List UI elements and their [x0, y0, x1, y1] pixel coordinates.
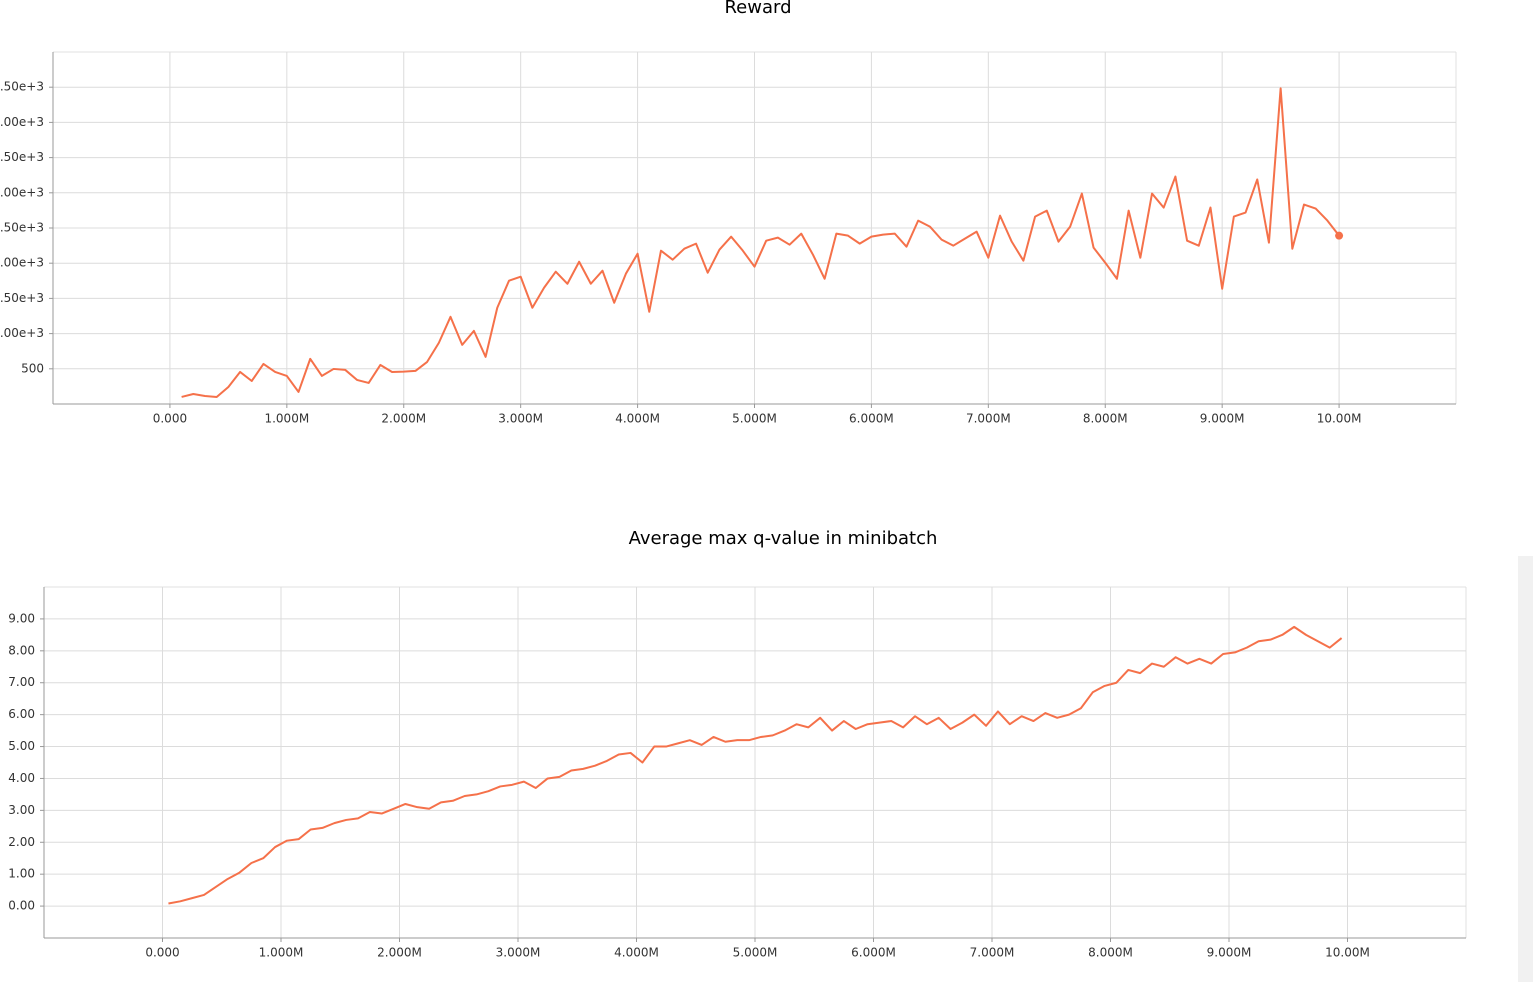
y-tick-label: 6.00 [8, 707, 35, 721]
x-tick-label: 2.000M [381, 412, 426, 426]
x-tick-label: 2.000M [377, 946, 422, 960]
x-tick-label: 1.000M [264, 412, 309, 426]
x-tick-label: 10.00M [1325, 946, 1370, 960]
chart-title: Reward [724, 0, 791, 18]
y-tick-label: 3.00 [8, 803, 35, 817]
scrollbar [1518, 556, 1533, 982]
x-tick-label: 9.000M [1200, 412, 1245, 426]
x-tick-label: 1.000M [259, 946, 304, 960]
y-tick-label: 0.00 [8, 899, 35, 913]
last-point [1335, 231, 1344, 240]
y-tick-label: 2.00e+3 [0, 256, 44, 270]
x-tick-label: 8.000M [1088, 946, 1133, 960]
y-tick-label: 9.00 [8, 611, 35, 625]
x-tick-label: 0.000 [145, 946, 179, 960]
x-tick-label: 8.000M [1083, 412, 1128, 426]
x-tick-label: 5.000M [732, 412, 777, 426]
y-tick-label: 4.00 [8, 771, 35, 785]
data-line [181, 87, 1340, 398]
data-line [168, 625, 1343, 905]
x-tick-label: 10.00M [1317, 412, 1362, 426]
chart-title: Average max q-value in minibatch [629, 528, 938, 549]
y-tick-label: 1.00 [8, 867, 35, 881]
y-tick-label: 4.00e+3 [0, 115, 44, 129]
x-tick-label: 3.000M [498, 412, 543, 426]
y-tick-label: 1.50e+3 [0, 291, 44, 305]
y-tick-label: 2.50e+3 [0, 221, 44, 235]
y-tick-label: 4.50e+3 [0, 80, 44, 94]
y-tick-label: 5.00 [8, 739, 35, 753]
x-tick-label: 0.000 [153, 412, 187, 426]
x-tick-label: 4.000M [614, 946, 659, 960]
y-tick-label: 500 [21, 361, 44, 375]
x-tick-label: 6.000M [851, 946, 896, 960]
y-tick-label: 3.50e+3 [0, 150, 44, 164]
x-tick-label: 9.000M [1207, 946, 1252, 960]
y-tick-label: 8.00 [8, 643, 35, 657]
x-tick-label: 5.000M [733, 946, 778, 960]
x-tick-label: 7.000M [970, 946, 1015, 960]
x-tick-label: 4.000M [615, 412, 660, 426]
y-tick-label: 7.00 [8, 675, 35, 689]
x-tick-label: 6.000M [849, 412, 894, 426]
y-tick-label: 3.00e+3 [0, 185, 44, 199]
x-tick-label: 7.000M [966, 412, 1011, 426]
y-tick-label: 2.00 [8, 835, 35, 849]
x-tick-label: 3.000M [496, 946, 541, 960]
y-tick-label: 1.00e+3 [0, 326, 44, 340]
